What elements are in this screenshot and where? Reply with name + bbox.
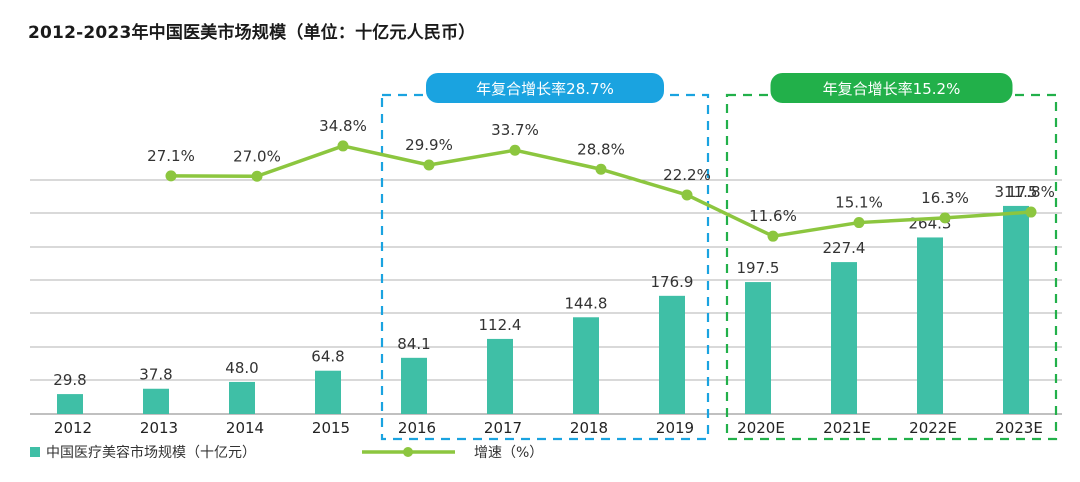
growth-value-label: 28.8% [577, 140, 625, 158]
bar-2016 [401, 357, 427, 414]
x-tick-label: 2018 [570, 419, 608, 437]
bar-2018 [573, 317, 599, 414]
legend: 中国医疗美容市场规模（十亿元） 增速（%） [30, 444, 543, 461]
growth-value-label: 27.1% [147, 147, 195, 165]
bar-value-labels: 29.8 37.8 48.0 64.8 84.1 112.4 144.8 176.9 197.5… [53, 183, 1037, 389]
bar-value-label: 29.8 [53, 371, 86, 389]
bar-value-label: 197.5 [737, 259, 780, 277]
x-tick-label: 2019 [656, 419, 694, 437]
growth-value-label: 11.6% [749, 207, 797, 225]
legend-line-marker [403, 447, 413, 457]
cagr-boxes: 年复合增长率28.7% 年复合增长率15.2% [380, 73, 1058, 441]
growth-value-label: 34.8% [319, 117, 367, 135]
growth-value-label: 16.3% [921, 189, 969, 207]
cagr-badge-label: 年复合增长率15.2% [823, 80, 961, 98]
growth-point-2023E [1025, 206, 1037, 218]
bar-value-label: 227.4 [823, 239, 866, 257]
growth-point-2013 [165, 170, 177, 182]
growth-point-2018 [595, 163, 607, 175]
bar-series [57, 205, 1029, 414]
bar-2023E [1003, 205, 1029, 414]
growth-value-label: 33.7% [491, 121, 539, 139]
x-tick-label: 2012 [54, 419, 92, 437]
growth-point-2019 [681, 189, 693, 201]
x-tick-label: 2014 [226, 419, 264, 437]
bar-2015 [315, 370, 341, 414]
bar-2012 [57, 394, 83, 414]
growth-value-label: 29.9% [405, 136, 453, 154]
x-tick-label: 2017 [484, 419, 522, 437]
x-tick-label: 2022E [909, 419, 957, 437]
growth-point-2014 [251, 170, 263, 182]
bar-value-label: 64.8 [311, 348, 344, 366]
growth-point-2020E [767, 230, 779, 242]
cagr-badge [426, 73, 664, 103]
bar-value-label: 311.5 [995, 183, 1038, 201]
bar-value-label: 48.0 [225, 359, 258, 377]
x-tick-label: 2021E [823, 419, 871, 437]
bar-2014 [229, 381, 255, 414]
bar-2020E [745, 282, 771, 414]
x-tick-label: 2015 [312, 419, 350, 437]
bar-value-label: 37.8 [139, 366, 172, 384]
chart-title: 2012-2023年中国医美市场规模（单位：十亿元人民币） [28, 23, 476, 43]
bar-2022E [917, 237, 943, 414]
growth-value-label: 22.2% [663, 166, 711, 184]
growth-line [170, 144, 1032, 238]
gridlines [30, 179, 1062, 415]
legend-line-label: 增速（%） [474, 445, 543, 461]
growth-point-2016 [423, 159, 435, 171]
cagr-badge [770, 73, 1013, 103]
bar-2019 [659, 295, 685, 414]
bar-value-label: 84.1 [397, 335, 430, 353]
bar-2013 [143, 388, 169, 414]
bar-value-label: 112.4 [479, 316, 522, 334]
growth-value-label: 15.1% [835, 194, 883, 212]
growth-point-2015 [337, 140, 349, 152]
legend-bar-label: 中国医疗美容市场规模（十亿元） [46, 444, 256, 461]
bar-value-label: 144.8 [565, 294, 608, 312]
growth-line-series: 27.1% 27.0% 34.8% 29.9% 33.7% 28.8% 22.2% 11.6%… [147, 117, 1055, 242]
bar-2017 [487, 338, 513, 414]
legend-bar-swatch [30, 447, 40, 457]
growth-value-label: 27.0% [233, 147, 281, 165]
growth-point-2021E [853, 217, 865, 229]
cagr-badge-label: 年复合增长率28.7% [476, 80, 614, 98]
bar-2021E [831, 262, 857, 414]
growth-value-label: 17.8% [1007, 183, 1055, 201]
growth-point-2017 [509, 144, 521, 156]
x-tick-label: 2016 [398, 419, 436, 437]
x-tick-label: 2020E [737, 419, 785, 437]
growth-point-2022E [939, 212, 951, 224]
bar-value-label: 176.9 [651, 273, 694, 291]
x-tick-label: 2023E [995, 419, 1043, 437]
x-tick-label: 2013 [140, 419, 178, 437]
x-axis-ticks: 2012 2013 2014 2015 2016 2017 2018 2019 2020E 202… [54, 419, 1043, 437]
